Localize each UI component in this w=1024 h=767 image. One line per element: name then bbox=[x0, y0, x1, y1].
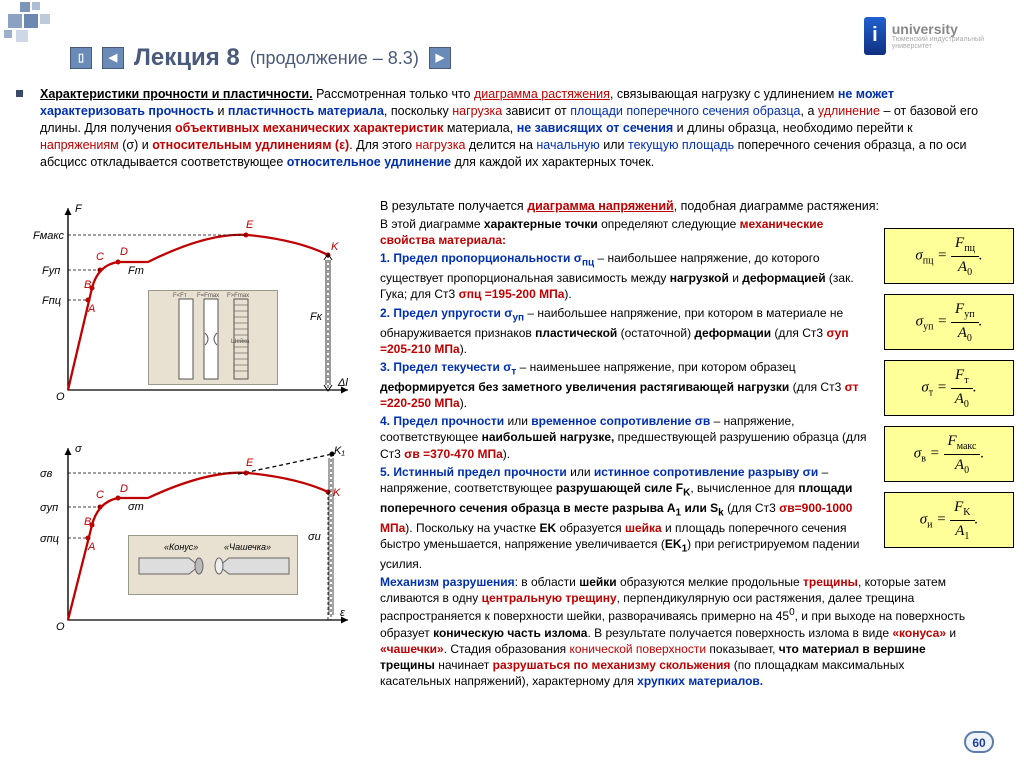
svg-text:Fпц: Fпц bbox=[42, 295, 61, 307]
svg-text:Fуп: Fуп bbox=[42, 265, 60, 277]
svg-text:B: B bbox=[84, 516, 91, 528]
svg-text:C: C bbox=[96, 489, 104, 501]
uni-sub: Тюменский индустриальный университет bbox=[892, 36, 1004, 50]
lecture-title: Лекция 8 bbox=[134, 42, 240, 74]
formula-sigma-t: σт = FтA0. bbox=[884, 360, 1014, 416]
svg-text:E: E bbox=[246, 219, 254, 231]
svg-text:Δl: Δl bbox=[337, 377, 348, 389]
svg-text:σуп: σуп bbox=[40, 502, 58, 514]
page-number: 60 bbox=[964, 731, 994, 753]
svg-text:O: O bbox=[56, 391, 65, 403]
svg-text:B: B bbox=[84, 279, 91, 291]
svg-text:Fмакс: Fмакс bbox=[33, 230, 64, 242]
decor-squares bbox=[0, 0, 60, 40]
svg-text:O: O bbox=[56, 621, 65, 633]
nav-prev-icon[interactable]: ◀ bbox=[102, 47, 124, 69]
svg-text:E: E bbox=[246, 457, 254, 469]
formula-sigma-v: σв = FмаксA0. bbox=[884, 426, 1014, 482]
svg-text:σт: σт bbox=[128, 501, 144, 513]
nav-next-icon[interactable]: ▶ bbox=[429, 47, 451, 69]
svg-text:F: F bbox=[75, 203, 83, 215]
formula-sigma-i: σи = FKA1. bbox=[884, 492, 1014, 548]
svg-text:F=Fmax: F=Fmax bbox=[197, 293, 219, 299]
svg-text:D: D bbox=[120, 246, 128, 258]
svg-text:C: C bbox=[96, 251, 104, 263]
body-text: В этой диаграмме характерные точки опред… bbox=[380, 216, 870, 691]
svg-text:ε: ε bbox=[340, 607, 345, 619]
university-logo: i universityТюменский индустриальный уни… bbox=[864, 8, 1004, 63]
svg-text:A: A bbox=[87, 303, 95, 315]
svg-text:D: D bbox=[120, 483, 128, 495]
svg-text:Fк: Fк bbox=[310, 311, 323, 323]
svg-text:Fт: Fт bbox=[128, 265, 144, 277]
result-line: В результате получается диаграмма напряж… bbox=[380, 198, 990, 215]
formula-column: σпц = FпцA0. σуп = FупA0. σт = FтA0. σв … bbox=[884, 228, 1014, 558]
svg-text:«Конус»: «Конус» bbox=[164, 542, 198, 552]
bullet-icon bbox=[16, 90, 23, 97]
svg-text:σи: σи bbox=[308, 531, 321, 543]
nav-outline-icon[interactable]: ▯ bbox=[70, 47, 92, 69]
uni-name: university bbox=[892, 21, 958, 37]
svg-text:K: K bbox=[331, 241, 339, 253]
svg-text:Шейка: Шейка bbox=[231, 338, 250, 345]
intro-paragraph: Характеристики прочности и пластичности.… bbox=[40, 86, 990, 170]
force-elongation-chart: F Fмакс Fуп Fпц Fт Fк Δl O A B C D E K bbox=[28, 200, 368, 410]
lecture-subtitle: (продолжение – 8.3) bbox=[250, 46, 419, 70]
lecture-header: ▯ ◀ Лекция 8 (продолжение – 8.3) ▶ bbox=[70, 42, 451, 74]
charts-column: F Fмакс Fуп Fпц Fт Fк Δl O A B C D E K bbox=[28, 200, 368, 720]
svg-text:A: A bbox=[87, 541, 95, 553]
svg-text:«Чашечка»: «Чашечка» bbox=[224, 542, 271, 552]
formula-sigma-up: σуп = FупA0. bbox=[884, 294, 1014, 350]
svg-text:K₁: K₁ bbox=[334, 445, 345, 457]
svg-text:F<Fт: F<Fт bbox=[173, 293, 187, 299]
stress-strain-chart: σ σв σуп σпц σт σи ε O A B C D E K K₁ «К… bbox=[28, 440, 368, 630]
svg-text:σпц: σпц bbox=[40, 533, 59, 545]
svg-text:F>Fmax: F>Fmax bbox=[227, 293, 249, 299]
svg-text:K: K bbox=[333, 487, 341, 499]
svg-text:σ: σ bbox=[75, 443, 82, 455]
svg-text:σв: σв bbox=[40, 468, 53, 480]
formula-sigma-pc: σпц = FпцA0. bbox=[884, 228, 1014, 284]
